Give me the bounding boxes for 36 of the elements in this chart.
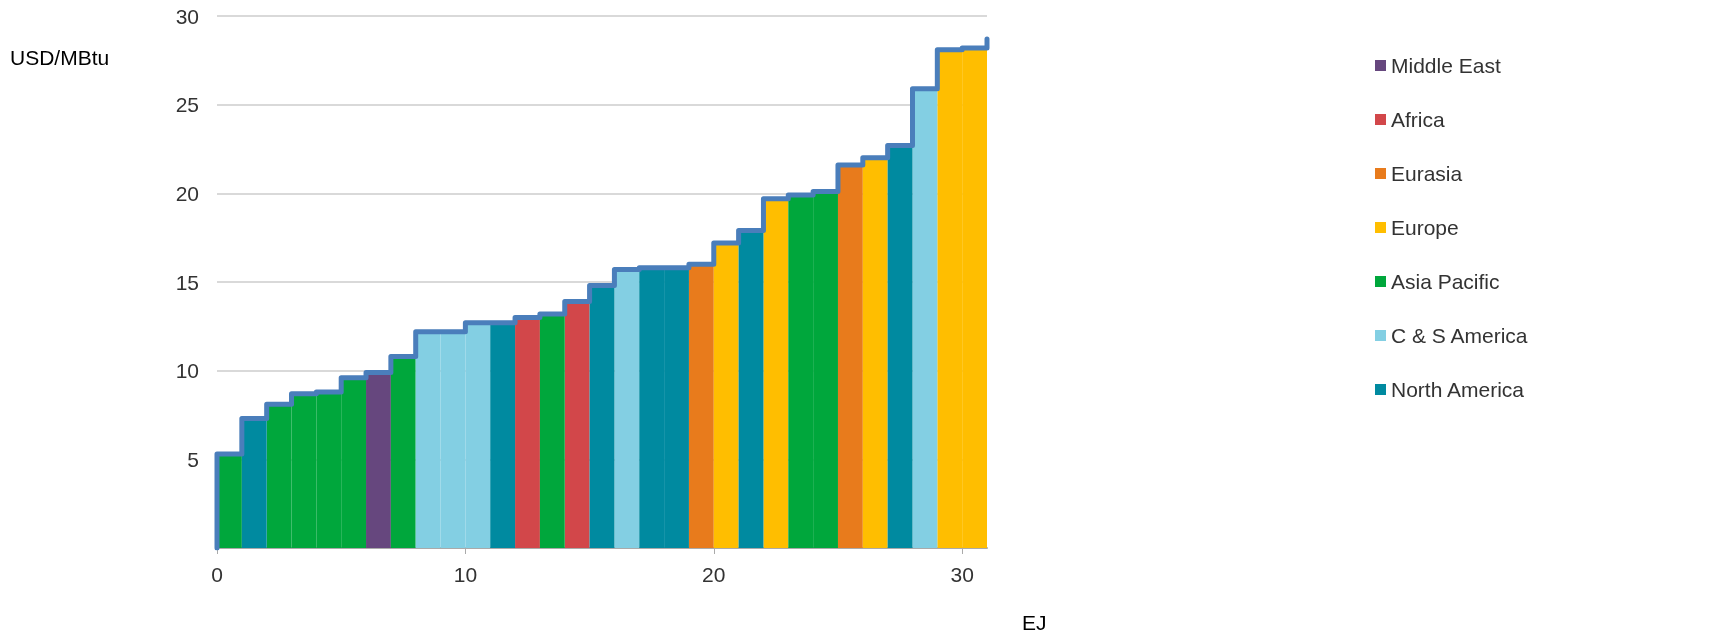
x-tick-label: 10 — [453, 563, 478, 586]
y-tick-label: 20 — [175, 181, 199, 205]
y-tick-label: 30 — [175, 4, 199, 28]
bar — [366, 372, 391, 548]
bar — [589, 285, 615, 548]
x-tick-label: 20 — [702, 563, 726, 586]
x-tick-label: 30 — [950, 563, 974, 586]
bar — [713, 242, 739, 548]
bar — [688, 264, 714, 548]
bar — [837, 164, 863, 548]
legend-label: Asia Pacific — [1391, 270, 1500, 293]
bar — [738, 230, 764, 548]
legend-label: Middle East — [1391, 54, 1501, 77]
legend-label: Eurasia — [1391, 162, 1463, 185]
bar — [763, 198, 789, 548]
y-tick-label: 25 — [175, 93, 199, 117]
bar — [390, 356, 416, 548]
bar — [862, 157, 888, 548]
y-axis-title: USD/MBtu — [10, 46, 110, 69]
x-tick-label: 0 — [211, 563, 223, 586]
legend-label: North America — [1391, 378, 1525, 401]
y-tick-label: 10 — [175, 359, 199, 383]
bar — [614, 269, 640, 548]
legend-label: Europe — [1391, 216, 1459, 239]
y-tick-label: 5 — [187, 447, 199, 471]
legend-label: C & S America — [1391, 324, 1528, 347]
bar — [241, 418, 267, 548]
bar — [490, 322, 516, 548]
bar — [912, 88, 938, 548]
x-axis-title: EJ — [1022, 611, 1047, 634]
bar — [515, 317, 540, 548]
bar — [887, 145, 913, 548]
legend-label: Africa — [1391, 108, 1445, 131]
bar — [564, 301, 590, 548]
bar — [539, 313, 565, 548]
y-tick-label: 15 — [175, 270, 199, 294]
